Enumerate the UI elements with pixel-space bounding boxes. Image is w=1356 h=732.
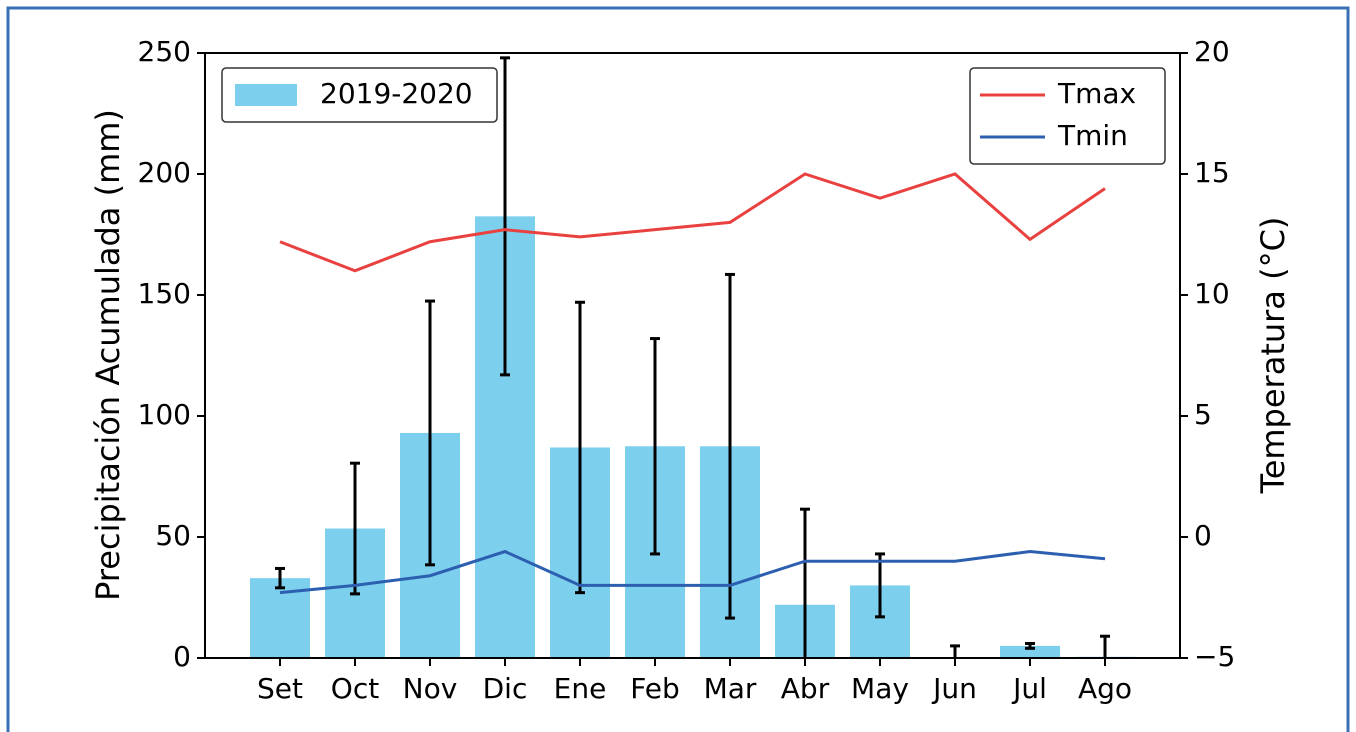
legend-label: Tmax: [1057, 77, 1136, 110]
error-bar: [575, 300, 585, 595]
error-bar: [650, 337, 660, 556]
error-bar: [275, 566, 285, 590]
x-tick-label: Abr: [781, 672, 830, 705]
error-bar: [875, 552, 885, 619]
error-bar: [725, 272, 735, 620]
legend-label: 2019-2020: [320, 77, 473, 110]
plot-frame: [204, 52, 1181, 659]
error-bar: [800, 507, 810, 658]
line-series: [279, 549, 1106, 595]
y-tick-label: 250: [138, 35, 191, 68]
error-bar: [1100, 634, 1110, 658]
line-series: [279, 172, 1106, 273]
y2-tick-label: −5: [1194, 640, 1235, 673]
error-bar: [950, 644, 960, 658]
x-tick-label: Mar: [704, 672, 757, 705]
y2-tick-label: 0: [1194, 519, 1212, 552]
x-tick-label: Dic: [483, 672, 528, 705]
y2-tick-label: 15: [1194, 156, 1230, 189]
y-tick-label: 100: [138, 398, 191, 431]
y2-tick-label: 20: [1194, 35, 1230, 68]
x-tick-label: May: [851, 672, 909, 705]
legend-label: Tmin: [1057, 119, 1128, 152]
border: [6, 6, 1350, 732]
legend-patch: [235, 84, 297, 106]
x-tick-label: Jun: [931, 672, 977, 705]
y-axis-label: Precipitación Acumulada (mm): [89, 109, 127, 601]
y-tick-label: 50: [155, 519, 191, 552]
y2-axis-label: Temperatura (°C): [1254, 217, 1292, 495]
y2-tick-label: 10: [1194, 277, 1230, 310]
y-tick-label: 0: [173, 640, 191, 673]
x-tick-label: Set: [257, 672, 303, 705]
x-tick-label: Ene: [554, 672, 607, 705]
bar: [1000, 645, 1060, 658]
error-bar: [425, 299, 435, 567]
y-tick-label: 200: [138, 156, 191, 189]
x-tick-label: Oct: [331, 672, 379, 705]
y-tick-label: 150: [138, 277, 191, 310]
legend-box: [969, 67, 1166, 165]
x-tick-label: Ago: [1078, 672, 1132, 705]
error-bar: [350, 461, 360, 596]
x-tick-label: Jul: [1011, 672, 1047, 705]
y2-tick-label: 5: [1194, 398, 1212, 431]
error-bar: [1025, 641, 1035, 650]
x-tick-label: Feb: [630, 672, 680, 705]
error-bar: [500, 56, 510, 377]
x-tick-label: Nov: [403, 672, 458, 705]
legend-box: [221, 67, 498, 123]
